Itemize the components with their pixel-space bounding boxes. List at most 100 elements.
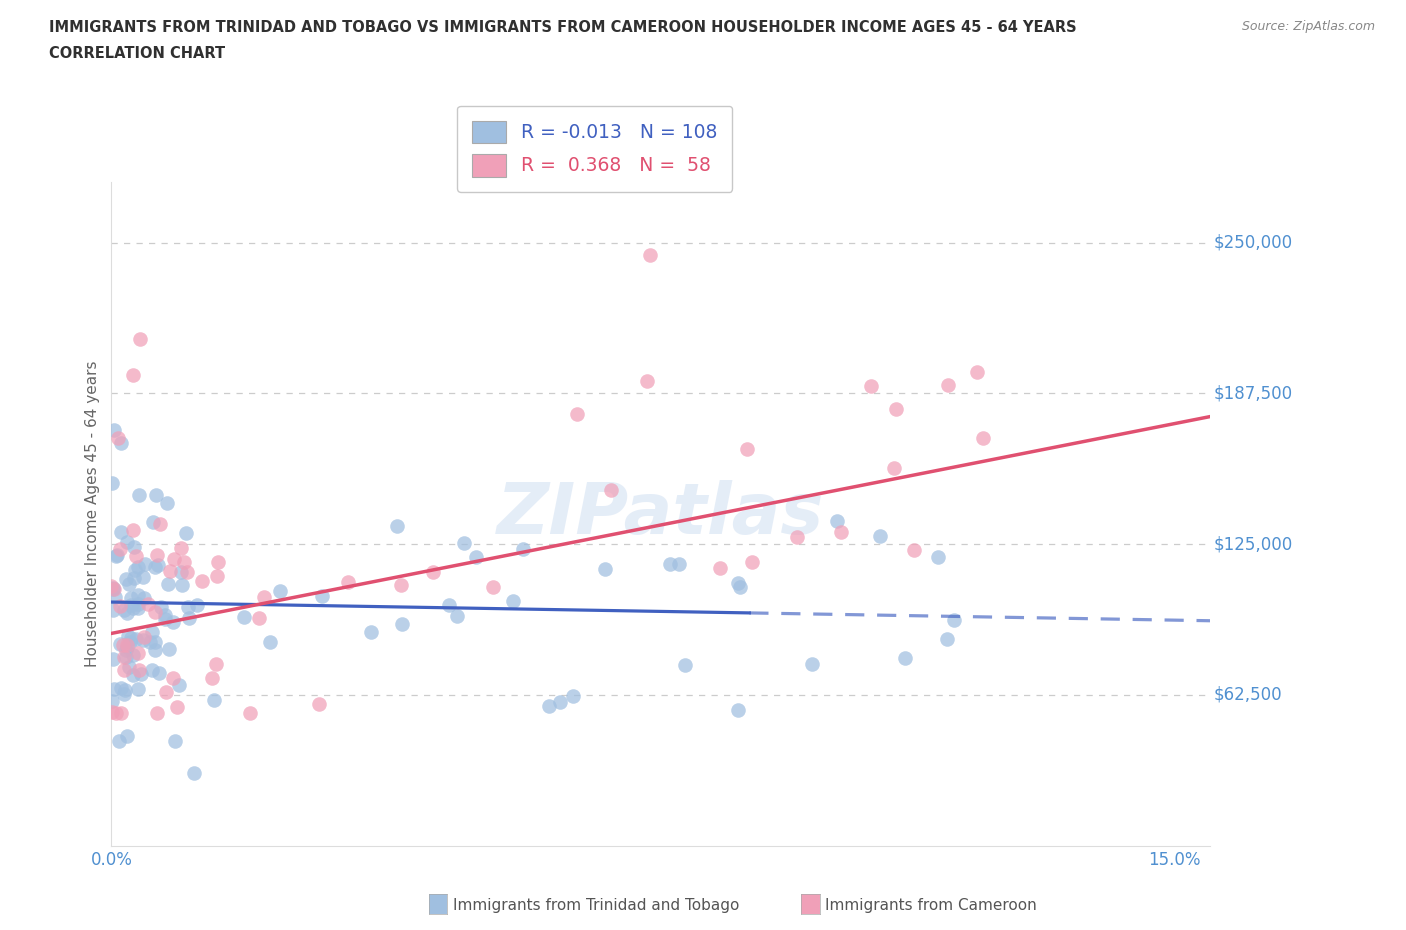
Point	[146, 558, 169, 573]
Point	[131, 667, 153, 682]
Point	[177, 610, 200, 625]
Point	[127, 682, 149, 697]
Point	[155, 684, 177, 699]
Point	[131, 632, 153, 647]
Point	[176, 565, 198, 579]
Point	[127, 600, 149, 615]
Point	[156, 576, 179, 591]
Point	[103, 682, 125, 697]
Point	[727, 703, 749, 718]
Point	[453, 536, 475, 551]
Point	[207, 554, 229, 569]
Point	[728, 579, 751, 594]
Point	[134, 557, 156, 572]
Point	[391, 617, 413, 631]
Point	[149, 516, 172, 531]
Point	[127, 588, 149, 603]
Point	[786, 529, 808, 544]
Point	[600, 483, 623, 498]
Point	[114, 643, 136, 658]
Point	[110, 525, 132, 539]
Point	[112, 638, 135, 653]
Point	[108, 734, 131, 749]
Point	[827, 514, 849, 529]
Point	[166, 699, 188, 714]
Point	[105, 548, 128, 563]
Point	[439, 598, 461, 613]
Point	[936, 631, 959, 646]
Point	[145, 604, 167, 619]
Point	[101, 694, 124, 709]
Point	[163, 551, 186, 566]
Point	[112, 686, 135, 701]
Point	[146, 706, 169, 721]
Point	[172, 578, 194, 592]
Point	[943, 613, 966, 628]
Point	[120, 591, 142, 605]
Point	[114, 662, 136, 677]
Point	[966, 365, 988, 379]
Point	[561, 689, 583, 704]
Point	[115, 637, 138, 652]
Point	[385, 519, 408, 534]
Point	[132, 591, 155, 605]
Point	[638, 247, 661, 262]
Point	[118, 659, 141, 674]
Point	[183, 765, 205, 780]
Point	[170, 565, 193, 579]
Point	[127, 560, 149, 575]
Text: $250,000: $250,000	[1213, 233, 1292, 252]
Point	[191, 574, 214, 589]
Point	[153, 607, 176, 622]
Point	[128, 662, 150, 677]
Point	[741, 554, 763, 569]
Point	[117, 629, 139, 644]
Point	[114, 650, 136, 665]
Point	[668, 557, 690, 572]
Point	[150, 600, 173, 615]
Point	[205, 568, 228, 583]
Point	[141, 625, 163, 640]
Point	[162, 671, 184, 685]
Point	[593, 562, 616, 577]
Point	[884, 402, 907, 417]
Point	[800, 657, 823, 671]
Point	[110, 706, 132, 721]
Point	[869, 528, 891, 543]
Point	[104, 590, 127, 604]
Point	[132, 630, 155, 644]
Point	[165, 734, 187, 749]
Point	[125, 548, 148, 563]
Point	[122, 539, 145, 554]
Point	[174, 525, 197, 540]
Point	[120, 598, 142, 613]
Point	[972, 431, 994, 445]
Point	[107, 431, 129, 445]
Point	[145, 548, 167, 563]
Point	[121, 667, 143, 682]
Point	[128, 332, 150, 347]
Point	[157, 642, 180, 657]
Point	[186, 597, 208, 612]
Point	[100, 578, 122, 593]
Point	[112, 649, 135, 664]
Point	[110, 435, 132, 450]
Point	[128, 488, 150, 503]
Point	[104, 706, 127, 721]
Point	[118, 577, 141, 591]
Point	[156, 496, 179, 511]
Point	[673, 658, 696, 672]
Text: IMMIGRANTS FROM TRINIDAD AND TOBAGO VS IMMIGRANTS FROM CAMEROON HOUSEHOLDER INCO: IMMIGRANTS FROM TRINIDAD AND TOBAGO VS I…	[49, 20, 1077, 35]
Point	[464, 550, 486, 565]
Point	[115, 605, 138, 620]
Point	[883, 460, 905, 475]
Point	[101, 581, 124, 596]
Text: $125,000: $125,000	[1213, 535, 1292, 553]
Point	[548, 695, 571, 710]
Text: CORRELATION CHART: CORRELATION CHART	[49, 46, 225, 61]
Point	[482, 579, 505, 594]
Point	[894, 651, 917, 666]
Point	[114, 683, 136, 698]
Point	[903, 542, 925, 557]
Point	[422, 565, 444, 579]
